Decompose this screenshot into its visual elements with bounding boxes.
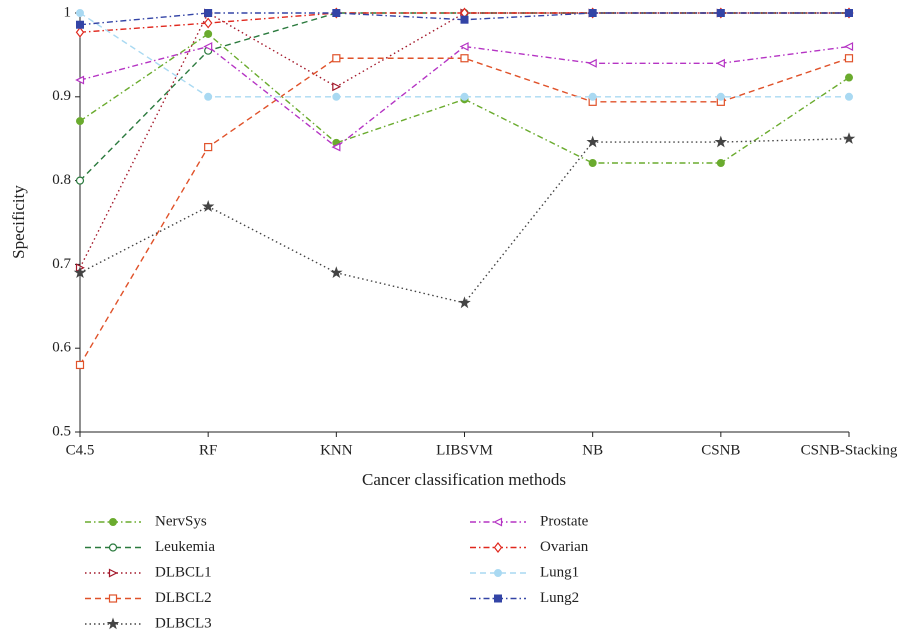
marker [586, 135, 599, 148]
legend-marker [493, 517, 503, 527]
marker [460, 54, 469, 63]
marker [459, 42, 469, 51]
x-tick-label: KNN [320, 442, 353, 458]
legend-marker [108, 543, 118, 552]
series-line [79, 138, 850, 304]
series-line [79, 57, 850, 366]
legend-label: Ovarian [540, 539, 589, 555]
marker [76, 20, 84, 29]
marker [588, 9, 597, 17]
legend-marker [106, 617, 120, 630]
marker [844, 54, 854, 63]
marker [73, 266, 87, 279]
marker [76, 9, 84, 17]
legend-label: Leukemia [155, 539, 215, 555]
marker [75, 26, 85, 38]
legend-label: NervSys [155, 513, 207, 529]
legend-marker [108, 568, 118, 578]
x-tick-label: CSNB [701, 442, 740, 458]
legend-label: Lung1 [540, 564, 579, 580]
marker [332, 54, 341, 63]
marker [844, 42, 854, 51]
marker [332, 82, 342, 92]
marker [204, 142, 213, 152]
marker [842, 132, 856, 144]
marker [76, 117, 84, 126]
marker [332, 92, 341, 101]
marker [204, 9, 213, 17]
series-line [79, 12, 849, 269]
y-tick-label: 0.5 [52, 423, 71, 439]
marker [716, 159, 725, 168]
marker [588, 159, 597, 168]
x-tick-label: LIBSVM [436, 442, 493, 458]
marker [75, 176, 85, 185]
marker [75, 360, 85, 370]
y-tick-label: 1 [64, 4, 72, 20]
legend-marker [109, 518, 117, 526]
legend-marker [108, 594, 118, 603]
marker [330, 266, 343, 279]
x-axis-label: Cancer classification methods [362, 470, 566, 489]
marker [845, 92, 853, 101]
marker [845, 9, 853, 17]
y-axis-label: Specificity [9, 185, 28, 259]
marker [460, 92, 469, 101]
legend-marker [493, 542, 503, 553]
legend-label: DLBCL3 [155, 615, 212, 631]
x-tick-label: NB [582, 442, 603, 458]
legend-marker [494, 594, 502, 603]
marker [458, 296, 471, 309]
y-tick-label: 0.6 [52, 340, 71, 356]
y-tick-label: 0.7 [52, 256, 71, 272]
marker [587, 58, 597, 68]
marker [460, 15, 469, 24]
marker [845, 73, 853, 82]
marker [331, 142, 341, 152]
legend-label: Prostate [540, 513, 589, 529]
legend-label: DLBCL1 [155, 564, 212, 580]
marker [714, 135, 728, 148]
marker [715, 58, 725, 68]
x-tick-label: RF [199, 442, 217, 458]
marker [716, 9, 725, 17]
marker [332, 9, 341, 17]
marker [201, 200, 215, 212]
marker [75, 75, 85, 85]
marker [204, 92, 213, 101]
legend-label: Lung2 [540, 590, 579, 606]
legend-marker [494, 569, 502, 577]
marker [588, 92, 597, 101]
legend-label: DLBCL2 [155, 590, 212, 606]
y-tick-label: 0.8 [52, 172, 71, 188]
marker [203, 42, 213, 51]
marker [204, 29, 213, 38]
x-tick-label: C4.5 [66, 442, 95, 458]
x-tick-label: CSNB-Stacking [801, 442, 898, 458]
y-tick-label: 0.9 [52, 88, 71, 104]
marker [716, 92, 725, 101]
marker [203, 17, 213, 29]
